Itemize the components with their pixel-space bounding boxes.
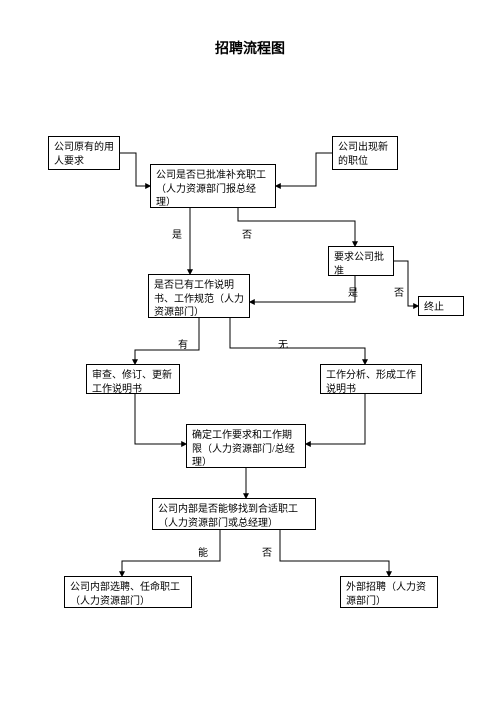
flow-edge (276, 153, 332, 186)
flow-edge (306, 394, 365, 444)
edge-label: 能 (198, 544, 208, 559)
flow-node: 终止 (418, 296, 464, 316)
edge-label: 是 (172, 226, 182, 241)
flow-edge (280, 530, 389, 576)
page-title: 招聘流程图 (0, 0, 500, 66)
edge-label: 有 (178, 336, 188, 351)
flow-node: 是否已有工作说明书、工作规范（人力资源部门） (148, 274, 250, 318)
flow-node: 公司内部选聘、任命职工（人力资源部门） (64, 576, 192, 608)
edge-label: 否 (242, 226, 252, 241)
flow-node: 要求公司批准 (328, 246, 394, 276)
flow-node: 确定工作要求和工作期限（人力资源部门/总经理） (186, 424, 306, 468)
flow-node: 审查、修订、更新工作说明书 (86, 364, 180, 394)
flow-node: 公司原有的用人要求 (48, 136, 120, 170)
flow-node: 外部招聘（人力资源部门） (340, 576, 438, 608)
flow-edge (135, 394, 186, 444)
flow-node: 公司是否已批准补充职工（人力资源部门报总经理） (150, 164, 276, 208)
flow-node: 工作分析、形成工作说明书 (320, 364, 422, 394)
edge-label: 否 (394, 284, 404, 299)
flow-node: 公司出现新的职位 (332, 136, 398, 170)
flow-node: 公司内部是否能够找到合适职工（人力资源部门或总经理） (152, 498, 316, 530)
flow-edge (230, 318, 365, 364)
flowchart-canvas: 公司原有的用人要求公司是否已批准补充职工（人力资源部门报总经理） 公司出现新的职位… (0, 66, 500, 716)
edge-label: 无 (278, 336, 288, 351)
flow-edge (250, 276, 355, 302)
edge-label: 是 (348, 284, 358, 299)
edge-label: 否 (262, 544, 272, 559)
flow-edge (238, 208, 355, 246)
flow-edge (120, 153, 150, 186)
flow-edge (135, 318, 199, 364)
